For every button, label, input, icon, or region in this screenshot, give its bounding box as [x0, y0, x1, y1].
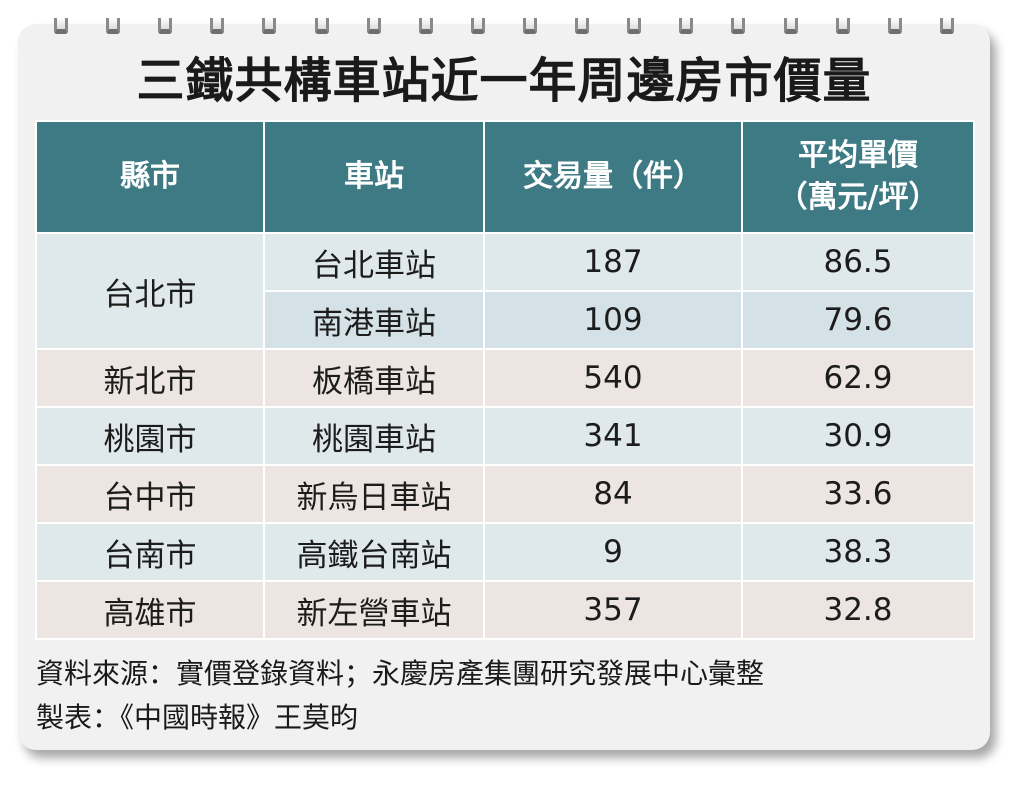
- station-cell: 新左營車站: [263, 580, 485, 640]
- binder-ring: [575, 18, 590, 34]
- table-row: 新北市 板橋車站 540 62.9: [35, 348, 975, 408]
- station-cell: 高鐵台南站: [263, 522, 485, 582]
- station-cell: 桃園車站: [263, 406, 485, 466]
- city-cell: 新北市: [35, 348, 265, 408]
- table-row: 台北市 台北車站 187 86.5: [35, 232, 975, 350]
- volume-cell: 540: [483, 348, 743, 408]
- avg-price-label: 平均單價: [798, 138, 918, 173]
- binder-ring: [679, 18, 694, 34]
- station-cell: 台北車站: [263, 232, 485, 292]
- binder-ring: [54, 18, 68, 34]
- price-cell: 30.9: [741, 406, 975, 466]
- binder-ring: [106, 18, 121, 34]
- binder-ring: [939, 18, 954, 34]
- binder-ring: [262, 18, 277, 34]
- volume-cell: 357: [483, 580, 743, 640]
- table-row: 桃園市 桃園車站 341 30.9: [35, 406, 975, 466]
- price-volume-table: 縣市 車站 交易量（件） 平均單價 （萬元/坪） 台北市 台北車站 187 86…: [35, 120, 975, 640]
- avg-price-unit: （萬元/坪）: [777, 180, 939, 215]
- binder-ring: [418, 18, 433, 34]
- table-row: 台南市 高鐵台南站 9 38.3: [35, 522, 975, 582]
- column-header-volume: 交易量（件）: [483, 120, 743, 234]
- binder-ring: [835, 18, 850, 34]
- table-row: 台中市 新烏日車站 84 33.6: [35, 464, 975, 524]
- table-row: 南港車站 109 79.6: [36, 290, 975, 350]
- city-cell: 台北市: [35, 232, 265, 350]
- city-cell: 桃園市: [35, 406, 265, 466]
- footer-notes: 資料來源：實價登錄資料；永慶房產集團研究發展中心彙整 製表：《中國時報》王莫昀: [36, 652, 976, 740]
- station-cell: 新烏日車站: [263, 464, 485, 524]
- binder-ring: [366, 18, 381, 34]
- price-cell: 33.6: [741, 464, 975, 524]
- binder-ring: [731, 18, 746, 34]
- volume-cell: 341: [483, 406, 743, 466]
- volume-cell: 84: [483, 464, 743, 524]
- binder-ring: [158, 18, 173, 34]
- price-cell: 32.8: [741, 580, 975, 640]
- column-header-station: 車站: [263, 120, 485, 234]
- city-cell: 高雄市: [35, 580, 265, 640]
- binder-ring: [210, 18, 225, 34]
- station-cell: 南港車站: [263, 290, 485, 350]
- volume-cell: 109: [483, 290, 743, 350]
- binder-ring: [314, 18, 329, 34]
- binder-ring: [887, 18, 902, 34]
- binder-ring: [627, 18, 642, 34]
- station-cell: 板橋車站: [263, 348, 485, 408]
- price-cell: 62.9: [741, 348, 975, 408]
- binder-ring: [783, 18, 798, 34]
- column-header-avg-price: 平均單價 （萬元/坪）: [741, 120, 975, 234]
- table-header-row: 縣市 車站 交易量（件） 平均單價 （萬元/坪）: [35, 120, 975, 234]
- column-header-city: 縣市: [35, 120, 265, 234]
- binder-ring: [522, 18, 537, 34]
- city-cell: 台南市: [35, 522, 265, 582]
- price-cell: 38.3: [741, 522, 975, 582]
- data-source-note: 資料來源：實價登錄資料；永慶房產集團研究發展中心彙整: [36, 657, 765, 690]
- page-title: 三鐵共構車站近一年周邊房市價量: [136, 53, 872, 109]
- volume-cell: 187: [483, 232, 743, 292]
- city-cell: 台中市: [35, 464, 265, 524]
- table-row: 高雄市 新左營車站 357 32.8: [35, 580, 975, 640]
- credit-note: 製表：《中國時報》王莫昀: [36, 701, 359, 734]
- price-cell: 86.5: [741, 232, 975, 292]
- binder-ring: [470, 18, 485, 34]
- volume-cell: 9: [483, 522, 743, 582]
- price-cell: 79.6: [741, 290, 975, 350]
- binder-rings: [54, 18, 954, 36]
